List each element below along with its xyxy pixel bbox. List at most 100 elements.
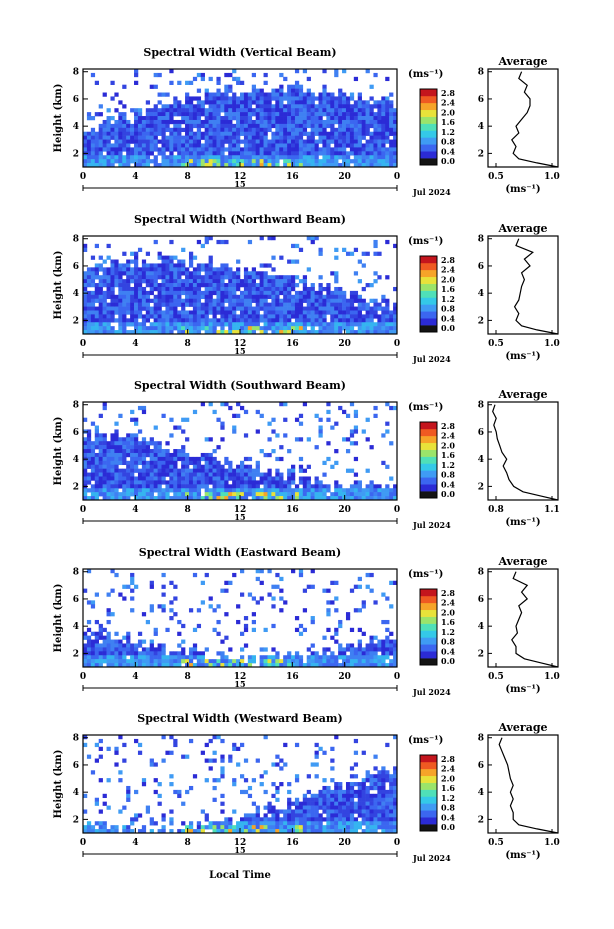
heatmap-cell <box>310 659 315 664</box>
heatmap-cell <box>106 647 111 652</box>
heatmap-cell <box>216 445 221 450</box>
heatmap-cell <box>349 801 355 806</box>
heatmap-cell <box>279 480 284 485</box>
colorbar-frame <box>419 421 438 499</box>
heatmap-cell <box>114 750 119 755</box>
heatmap-cell <box>338 825 343 830</box>
heatmap-cell <box>114 283 119 288</box>
heatmap-cell <box>204 131 209 136</box>
heatmap-cell <box>369 659 374 664</box>
heatmap-cell <box>145 123 151 129</box>
heatmap-cell <box>294 298 300 303</box>
heatmap-cell <box>157 449 162 454</box>
heatmap-cell <box>283 159 288 164</box>
heatmap-cell <box>192 275 198 280</box>
heatmap-cell <box>185 464 190 469</box>
heatmap-cell <box>389 651 394 656</box>
heatmap-cell <box>338 647 343 652</box>
heatmap-cell <box>291 813 296 818</box>
heatmap-cell <box>349 290 355 296</box>
heatmap-cell <box>243 472 249 477</box>
heatmap-cell <box>279 155 284 160</box>
heatmap-cell <box>161 584 166 589</box>
heatmap-cell <box>134 659 139 664</box>
heatmap-cell <box>126 286 131 292</box>
heatmap-cell <box>118 310 123 315</box>
heatmap-cell <box>322 294 327 300</box>
heatmap-cell <box>271 147 276 152</box>
heatmap-cell <box>192 163 198 168</box>
heatmap-cell <box>98 155 103 160</box>
heatmap-cell <box>165 318 170 323</box>
heatmap-cell <box>118 322 123 327</box>
heatmap-cell <box>220 793 225 799</box>
heatmap-cell <box>330 746 335 751</box>
heatmap-cell <box>365 647 370 652</box>
heatmap-cell <box>345 104 351 109</box>
colorbar-tick-label: 1.6 <box>441 284 455 294</box>
heatmap-cell <box>306 76 311 82</box>
heatmap-cell <box>165 112 170 117</box>
heatmap-cell <box>314 825 319 830</box>
heatmap-cell <box>365 825 370 830</box>
heatmap-cell <box>106 127 111 133</box>
heatmap-cell <box>98 302 103 307</box>
heatmap-cell <box>90 476 96 481</box>
heatmap-cell <box>377 123 382 129</box>
heatmap-cell <box>94 659 99 664</box>
heatmap-cell <box>365 119 370 125</box>
heatmap-cell <box>365 151 370 156</box>
heatmap-cell <box>302 627 308 633</box>
heatmap-cell <box>130 135 135 140</box>
heatmap-cell <box>373 766 378 771</box>
heatmap-cell <box>259 92 264 97</box>
heatmap-cell <box>349 123 355 129</box>
heatmap-cell <box>196 100 202 105</box>
heatmap-cell <box>338 789 343 795</box>
heatmap-cell <box>149 460 154 466</box>
heatmap-cell <box>208 147 213 152</box>
heatmap-cell <box>263 647 268 652</box>
heatmap-cell <box>102 119 107 125</box>
heatmap-cell <box>86 569 92 574</box>
heatmap-cell <box>310 135 315 140</box>
heatmap-cell <box>153 464 158 469</box>
heatmap-cell <box>283 116 288 121</box>
heatmap-cell <box>161 275 166 280</box>
heatmap-cell <box>181 314 186 319</box>
heatmap-cell <box>259 413 264 418</box>
heatmap-cell <box>165 116 170 121</box>
heatmap-cell <box>157 151 162 156</box>
heatmap-cell <box>228 147 233 152</box>
heatmap-cell <box>342 651 347 656</box>
heatmap-cell <box>157 659 162 664</box>
heatmap-cell <box>98 829 103 834</box>
heatmap-cell <box>251 813 256 818</box>
heatmap-cell <box>161 155 166 160</box>
heatmap-cell <box>377 326 382 331</box>
x-tick-label: 4 <box>132 838 138 848</box>
heatmap-cell <box>353 584 359 589</box>
heatmap-cell <box>118 116 123 121</box>
heatmap-cell <box>216 468 221 473</box>
heatmap-cell <box>204 825 209 830</box>
heatmap-cell <box>208 104 213 109</box>
heatmap-cell <box>86 496 92 501</box>
heatmap-cell <box>318 417 323 422</box>
heatmap-cell <box>345 468 351 473</box>
heatmap-cell <box>287 127 292 133</box>
heatmap-cell <box>137 643 143 648</box>
heatmap-cell <box>240 302 245 307</box>
heatmap-cell <box>334 108 339 113</box>
heatmap-cell <box>310 496 315 501</box>
heatmap-cell <box>251 655 256 660</box>
heatmap-cell <box>326 108 331 113</box>
heatmap-cell <box>357 131 362 136</box>
heatmap-cell <box>291 131 296 136</box>
heatmap-cell <box>185 417 190 422</box>
heatmap-cell <box>110 639 115 644</box>
heatmap-cell <box>220 476 225 481</box>
heatmap-cell <box>134 464 139 469</box>
heatmap-cell <box>353 821 359 826</box>
heatmap-cell <box>381 655 386 660</box>
